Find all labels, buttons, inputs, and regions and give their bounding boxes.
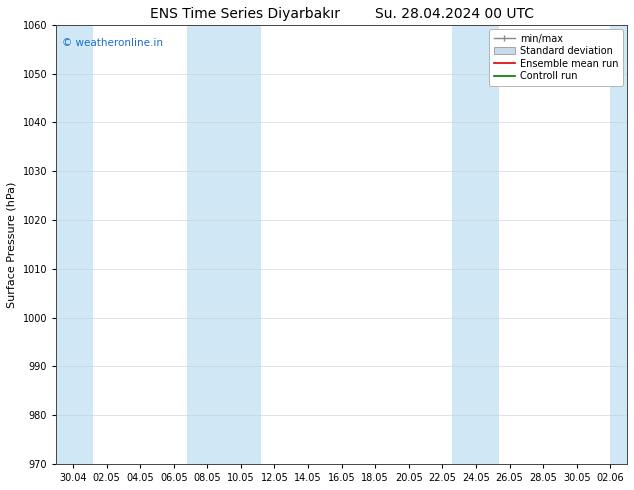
Legend: min/max, Standard deviation, Ensemble mean run, Controll run: min/max, Standard deviation, Ensemble me…	[489, 29, 623, 86]
Bar	[56, 25, 93, 464]
Bar	[187, 25, 261, 464]
Text: © weatheronline.in: © weatheronline.in	[62, 38, 163, 48]
Title: ENS Time Series Diyarbakır        Su. 28.04.2024 00 UTC: ENS Time Series Diyarbakır Su. 28.04.202…	[150, 7, 534, 21]
Bar	[611, 25, 627, 464]
Bar	[453, 25, 500, 464]
Y-axis label: Surface Pressure (hPa): Surface Pressure (hPa)	[7, 181, 17, 308]
